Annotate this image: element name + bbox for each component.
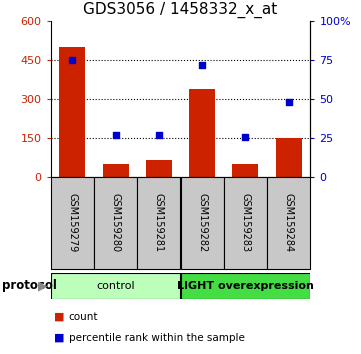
Text: ■: ■: [54, 312, 65, 322]
Bar: [232, 164, 258, 177]
Text: count: count: [69, 312, 98, 322]
Bar: [180, 273, 310, 299]
Bar: [94, 177, 137, 269]
Bar: [189, 89, 215, 177]
Text: GSM159280: GSM159280: [110, 193, 121, 253]
Text: ■: ■: [54, 333, 65, 343]
Bar: [103, 164, 129, 177]
Point: [243, 134, 248, 139]
Point: [113, 132, 118, 138]
Text: protocol: protocol: [2, 279, 57, 292]
Text: control: control: [96, 281, 135, 291]
Bar: [276, 138, 302, 177]
Point: [286, 99, 292, 105]
Title: GDS3056 / 1458332_x_at: GDS3056 / 1458332_x_at: [83, 2, 278, 18]
Text: GSM159279: GSM159279: [67, 193, 77, 253]
Bar: [180, 177, 224, 269]
Point: [199, 62, 205, 68]
Text: LIGHT overexpression: LIGHT overexpression: [177, 281, 314, 291]
Text: GSM159282: GSM159282: [197, 193, 207, 253]
Bar: [137, 177, 180, 269]
Point: [69, 57, 75, 63]
Text: percentile rank within the sample: percentile rank within the sample: [69, 333, 244, 343]
Text: GSM159283: GSM159283: [240, 193, 251, 253]
Bar: [146, 160, 172, 177]
Text: ▶: ▶: [38, 279, 48, 292]
Bar: [51, 273, 180, 299]
Bar: [59, 47, 85, 177]
Bar: [267, 177, 310, 269]
Bar: [51, 177, 94, 269]
Bar: [224, 177, 267, 269]
Text: GSM159281: GSM159281: [154, 193, 164, 253]
Point: [156, 132, 162, 138]
Text: GSM159284: GSM159284: [284, 193, 294, 253]
